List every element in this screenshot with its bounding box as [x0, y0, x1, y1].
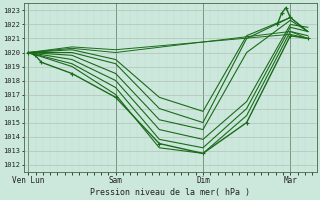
X-axis label: Pression niveau de la mer( hPa ): Pression niveau de la mer( hPa )	[90, 188, 250, 197]
